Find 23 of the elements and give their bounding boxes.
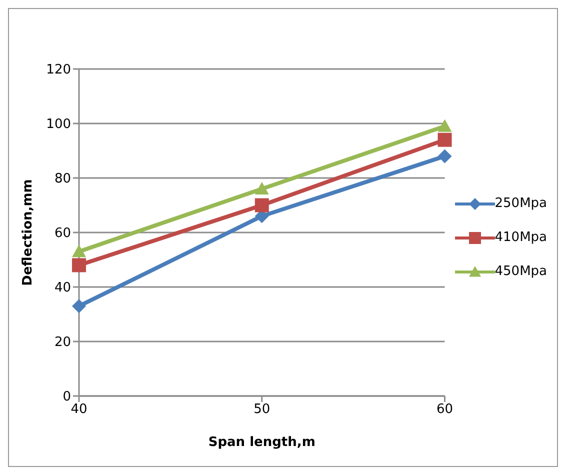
y-tick-label: 60 bbox=[54, 226, 71, 242]
point bbox=[438, 119, 452, 132]
x-axis-title: Span length,m bbox=[208, 435, 316, 450]
y-tick-label: 100 bbox=[46, 117, 71, 132]
point bbox=[254, 198, 269, 212]
y-tick-label: 40 bbox=[54, 280, 71, 296]
y-tick-label: 20 bbox=[54, 335, 71, 350]
y-axis-title: Deflection,mm bbox=[20, 179, 36, 286]
legend-label: 250Mpa bbox=[494, 196, 547, 211]
y-tick-label: 120 bbox=[46, 62, 71, 78]
point bbox=[72, 299, 86, 314]
y-tick-label: 0 bbox=[62, 390, 71, 405]
x-tick-label: 40 bbox=[70, 402, 88, 418]
point bbox=[438, 132, 452, 147]
x-tick-label: 50 bbox=[254, 402, 270, 418]
x-tick-label: 60 bbox=[436, 402, 454, 418]
legend-label: 410Mpa bbox=[494, 230, 547, 245]
point bbox=[72, 258, 86, 272]
point bbox=[254, 182, 269, 194]
point bbox=[72, 244, 86, 258]
point bbox=[438, 149, 452, 164]
y-tick-label: 80 bbox=[54, 172, 71, 187]
legend-label: 450Mpa bbox=[494, 264, 547, 279]
